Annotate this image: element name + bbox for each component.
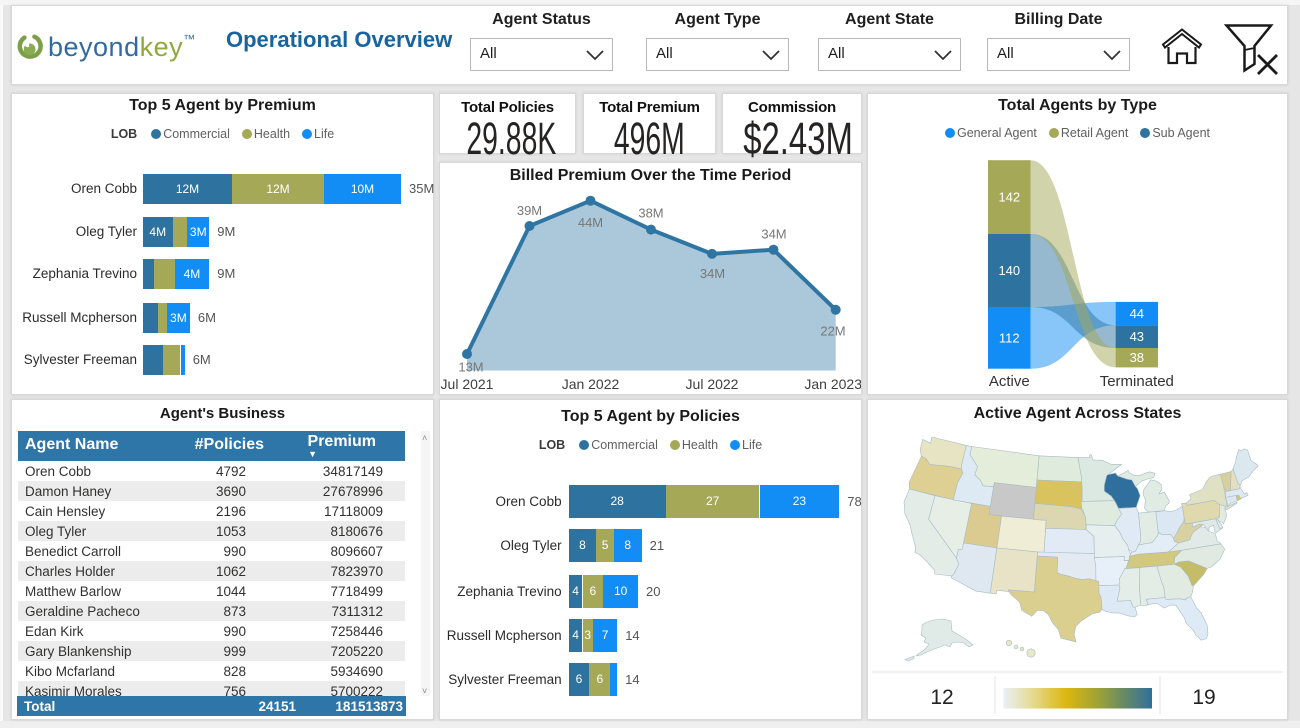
svg-text:12: 12 (930, 686, 953, 709)
svg-text:43: 43 (1130, 329, 1144, 344)
svg-text:Jul 2021: Jul 2021 (441, 376, 494, 392)
svg-text:142: 142 (998, 190, 1020, 205)
svg-text:34M: 34M (761, 227, 786, 242)
svg-text:44: 44 (1130, 306, 1144, 321)
svg-text:Terminated: Terminated (1100, 373, 1174, 390)
svg-text:22M: 22M (820, 324, 845, 339)
svg-text:Jan 2023: Jan 2023 (804, 376, 861, 392)
svg-text:Jan 2022: Jan 2022 (562, 376, 620, 392)
svg-text:13M: 13M (458, 360, 483, 375)
svg-text:Jul 2022: Jul 2022 (686, 376, 739, 392)
svg-text:38M: 38M (638, 206, 663, 221)
svg-text:19: 19 (1192, 686, 1215, 709)
svg-text:Active: Active (989, 373, 1030, 390)
svg-text:38: 38 (1130, 350, 1144, 365)
svg-text:112: 112 (999, 330, 1020, 345)
svg-text:44M: 44M (578, 215, 603, 230)
svg-text:39M: 39M (517, 203, 542, 218)
svg-text:140: 140 (998, 263, 1020, 278)
svg-text:34M: 34M (700, 266, 725, 281)
